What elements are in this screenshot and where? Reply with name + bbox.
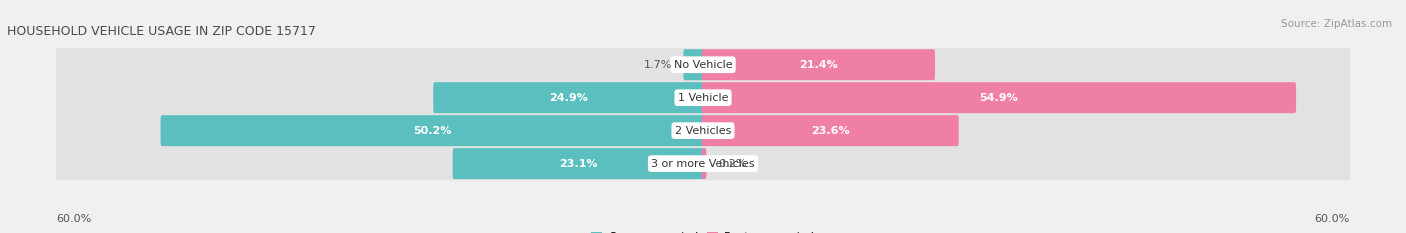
Text: 24.9%: 24.9% [550, 93, 588, 103]
Text: 21.4%: 21.4% [799, 60, 838, 70]
FancyBboxPatch shape [55, 48, 1351, 81]
FancyBboxPatch shape [55, 81, 1351, 114]
Text: 54.9%: 54.9% [980, 93, 1018, 103]
FancyBboxPatch shape [55, 114, 1351, 147]
Text: HOUSEHOLD VEHICLE USAGE IN ZIP CODE 15717: HOUSEHOLD VEHICLE USAGE IN ZIP CODE 1571… [7, 25, 316, 38]
FancyBboxPatch shape [702, 115, 959, 146]
Text: 2 Vehicles: 2 Vehicles [675, 126, 731, 136]
FancyBboxPatch shape [453, 148, 704, 179]
Text: 23.6%: 23.6% [811, 126, 849, 136]
FancyBboxPatch shape [433, 82, 704, 113]
FancyBboxPatch shape [55, 147, 1351, 180]
FancyBboxPatch shape [702, 82, 1296, 113]
Legend: Owner-occupied, Renter-occupied: Owner-occupied, Renter-occupied [586, 227, 820, 233]
Text: 3 or more Vehicles: 3 or more Vehicles [651, 159, 755, 169]
Text: 60.0%: 60.0% [56, 214, 91, 224]
FancyBboxPatch shape [702, 49, 935, 80]
Text: 60.0%: 60.0% [1315, 214, 1350, 224]
Text: 1.7%: 1.7% [644, 60, 672, 70]
FancyBboxPatch shape [702, 148, 706, 179]
FancyBboxPatch shape [160, 115, 704, 146]
Text: No Vehicle: No Vehicle [673, 60, 733, 70]
Text: 1 Vehicle: 1 Vehicle [678, 93, 728, 103]
Text: 23.1%: 23.1% [560, 159, 598, 169]
Text: Source: ZipAtlas.com: Source: ZipAtlas.com [1281, 19, 1392, 29]
Text: 0.2%: 0.2% [718, 159, 747, 169]
FancyBboxPatch shape [683, 49, 704, 80]
Text: 50.2%: 50.2% [413, 126, 451, 136]
